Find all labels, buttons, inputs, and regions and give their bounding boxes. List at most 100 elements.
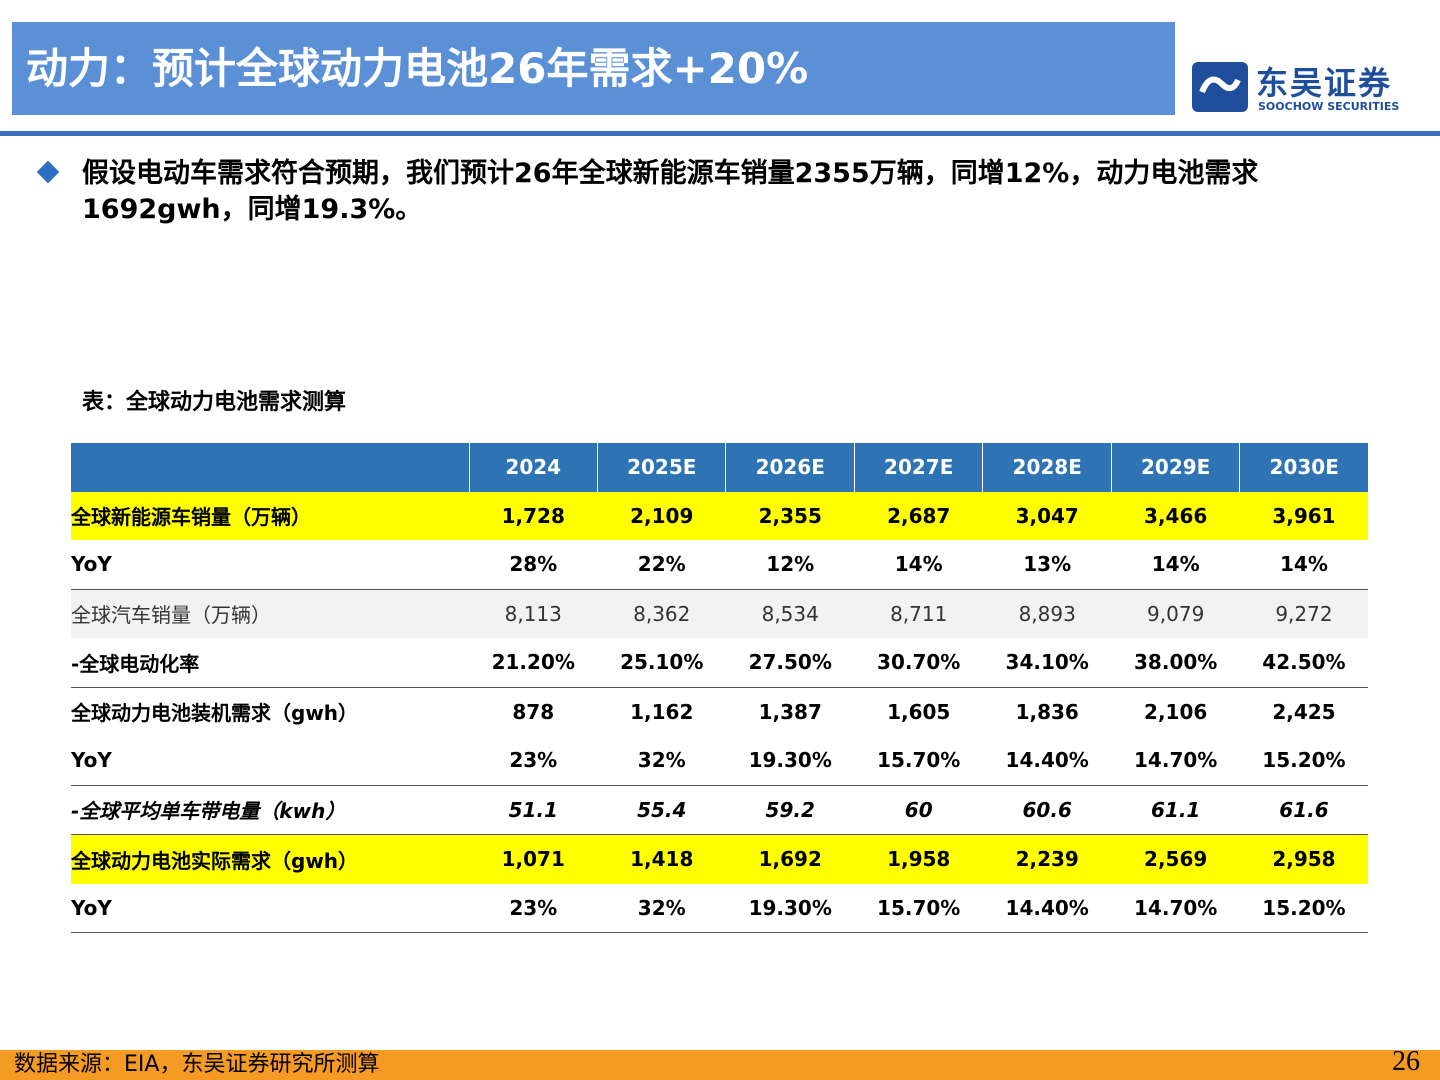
header-bar — [12, 22, 1175, 115]
table-cell: 59.2 — [725, 785, 855, 835]
table-cell: 2,569 — [1111, 834, 1240, 884]
header-cell: 2025E — [596, 443, 726, 492]
header-cell: 2027E — [853, 443, 983, 492]
table-cell: 1,387 — [758, 699, 822, 724]
table-cell: 60.6 — [982, 785, 1112, 835]
table-cell: 25.10% — [597, 638, 726, 688]
table-cell: 8,893 — [982, 589, 1112, 638]
table-cell: 3,466 — [1111, 491, 1240, 540]
table-cell: 1,836 — [1015, 699, 1079, 724]
table-row: YoY 23% 32% 19.30% 15.70% 14.40% 14.70% 15.20% — [71, 883, 1368, 933]
table-cell: 32% — [597, 736, 726, 786]
table-cell: 28% — [469, 540, 598, 590]
table-cell: 14.40% — [982, 736, 1112, 786]
table-cell: 3,961 — [1239, 491, 1368, 540]
table-caption: 表：全球动力电池需求测算 — [82, 390, 347, 415]
table-cell: 2,239 — [982, 834, 1112, 884]
table-cell: 2,355 — [725, 491, 855, 540]
table-cell: 12% — [725, 540, 855, 590]
table-cell: 32% — [597, 883, 726, 933]
bullet-text: 假设电动车需求符合预期，我们预计26年全球新能源车销量2355万辆，同增12%，… — [82, 158, 1259, 225]
table-cell: 8,113 — [469, 589, 598, 638]
header-cell: 2029E — [1110, 443, 1240, 492]
table-cell: 9,079 — [1111, 589, 1240, 638]
table-cell: 55.4 — [597, 785, 726, 835]
table-cell: 19.30% — [725, 736, 855, 786]
table-row: YoY 23% 32% 19.30% 15.70% 14.40% 14.70% 15.20% — [71, 736, 1368, 786]
table-row: 全球汽车销量（万辆） 8,113 8,362 8,534 8,711 8,893 9,079… — [71, 589, 1368, 638]
table-cell: 14% — [1111, 540, 1240, 590]
table-cell: 23% — [469, 736, 598, 786]
header-line — [0, 131, 1440, 136]
source-note: 数据来源：EIA，东吴证券研究所测算 — [14, 1052, 380, 1077]
table-row: 全球新能源车销量（万辆） 1,728 2,109 2,355 2,687 3,047 3,4… — [71, 491, 1368, 540]
table-cell: 2,425 — [1272, 699, 1336, 724]
table-cell: 1,418 — [597, 834, 726, 884]
table-cell: 3,047 — [982, 491, 1112, 540]
table-cell: 34.10% — [982, 638, 1112, 688]
table-cell: 13% — [982, 540, 1112, 590]
table-cell: 14.70% — [1111, 883, 1240, 933]
bullet-icon — [36, 160, 60, 184]
table-cell: 2,106 — [1144, 699, 1208, 724]
table-cell: 22% — [597, 540, 726, 590]
table-cell: 2,109 — [597, 491, 726, 540]
row-label: -全球电动化率 — [71, 638, 470, 688]
table-cell: 14% — [854, 540, 983, 590]
table-cell: 1,692 — [725, 834, 855, 884]
table-cell: 19.30% — [725, 883, 855, 933]
row-label: YoY — [71, 540, 470, 590]
table-cell: 23% — [469, 883, 598, 933]
row-label: YoY — [71, 883, 470, 933]
table-cell: 1,605 — [887, 699, 951, 724]
row-label: 全球新能源车销量（万辆） — [71, 491, 470, 540]
table-cell: 60 — [854, 785, 983, 835]
header-cell: 2026E — [725, 443, 855, 492]
table-cell: 15.20% — [1239, 736, 1368, 786]
table-row: 全球动力电池装机需求（gwh） 878 1,162 1,387 1,605 1,836 2,… — [71, 687, 1368, 736]
page-number: 26 — [1392, 1046, 1420, 1077]
table-cell: 38.00% — [1111, 638, 1240, 688]
table-row: -全球平均单车带电量（kwh） 51.1 55.4 59.2 60 60.6 61.1 61.… — [71, 785, 1368, 835]
table-cell: 15.70% — [854, 736, 983, 786]
row-label: 全球汽车销量（万辆） — [71, 589, 470, 638]
header-cell — [71, 443, 470, 492]
header-row: 2024 2025E 2026E 2027E 2028E 2029E 2030E — [71, 443, 1368, 492]
table-cell: 9,272 — [1239, 589, 1368, 638]
row-label: -全球平均单车带电量（kwh） — [71, 785, 470, 835]
table-cell: 8,711 — [854, 589, 983, 638]
table-cell: 1,728 — [469, 491, 598, 540]
table-cell: 61.6 — [1239, 785, 1368, 835]
table-cell: 14.70% — [1111, 736, 1240, 786]
table-cell: 1,071 — [469, 834, 598, 884]
table-cell: 2,958 — [1239, 834, 1368, 884]
table-cell: 30.70% — [854, 638, 983, 688]
table-cell: 8,362 — [597, 589, 726, 638]
footer-bar — [0, 1050, 1440, 1080]
logo-text: 东吴证券 — [1256, 64, 1393, 102]
table-cell: 14% — [1239, 540, 1368, 590]
table-cell: 1,958 — [854, 834, 983, 884]
header-cell: 2028E — [982, 443, 1112, 492]
table-cell: 14.40% — [982, 883, 1112, 933]
table-cell: 51.1 — [469, 785, 598, 835]
header-cell: 2024 — [468, 443, 598, 492]
table-cell: 2,687 — [854, 491, 983, 540]
row-label: 全球动力电池装机需求（gwh） — [71, 701, 359, 726]
table-row: 全球动力电池实际需求（gwh） 1,071 1,418 1,692 1,958 2,239… — [71, 834, 1368, 884]
table-cell: 21.20% — [469, 638, 598, 688]
table-cell: 878 — [512, 699, 555, 724]
logo-icon — [1192, 62, 1248, 112]
table-cell: 15.20% — [1239, 883, 1368, 933]
data-table: 2024 2025E 2026E 2027E 2028E 2029E 2030E 全球新能源车… — [71, 443, 1368, 933]
table-row: -全球电动化率 21.20% 25.10% 27.50% 30.70% 34.10% 38.… — [71, 638, 1368, 688]
table-cell: 27.50% — [725, 638, 855, 688]
row-label: YoY — [71, 736, 470, 786]
table-row: YoY 28% 22% 12% 14% 13% 14% 14% — [71, 540, 1368, 590]
table-cell: 42.50% — [1239, 638, 1368, 688]
logo-subtext: SOOCHOW SECURITIES — [1258, 100, 1400, 113]
table-cell: 1,162 — [630, 699, 694, 724]
slide-title: 动力：预计全球动力电池26年需求+20% — [26, 44, 809, 93]
table-cell: 61.1 — [1111, 785, 1240, 835]
